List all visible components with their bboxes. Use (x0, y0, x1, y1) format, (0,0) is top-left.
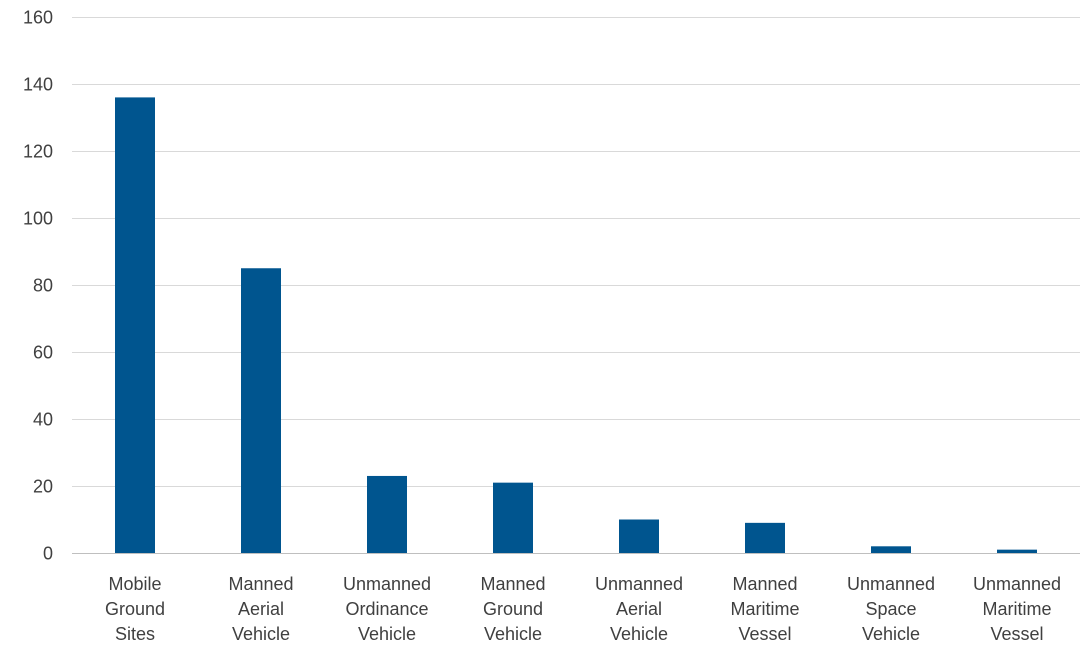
y-tick-label: 160 (23, 8, 53, 28)
x-tick-label: Mobile Ground Sites (105, 574, 165, 644)
bar (493, 482, 533, 553)
bar (871, 546, 911, 553)
x-tick-label: Manned Ground Vehicle (480, 574, 545, 644)
y-tick-label: 60 (33, 343, 53, 363)
bar (745, 522, 785, 553)
y-tick-label: 40 (33, 410, 53, 430)
bar (115, 97, 155, 554)
x-tick-label: Manned Maritime Vessel (730, 574, 799, 644)
y-tick-label: 80 (33, 276, 53, 296)
bars (115, 97, 1037, 554)
x-axis-ticks: Mobile Ground Sites Manned Aerial Vehicle Unma… (105, 574, 1061, 644)
bar (997, 549, 1037, 553)
y-tick-label: 140 (23, 75, 53, 95)
x-tick-label: Unmanned Ordinance Vehicle (343, 574, 431, 644)
y-tick-label: 20 (33, 477, 53, 497)
bar (619, 519, 659, 553)
x-tick-label: Unmanned Aerial Vehicle (595, 574, 683, 644)
x-tick-label: Manned Aerial Vehicle (228, 574, 293, 644)
gridlines (72, 17, 1080, 554)
bar (241, 268, 281, 553)
x-tick-label: Unmanned Space Vehicle (847, 574, 935, 644)
y-tick-label: 120 (23, 142, 53, 162)
y-tick-label: 100 (23, 209, 53, 229)
x-tick-label: Unmanned Maritime Vessel (973, 574, 1061, 644)
y-tick-label: 0 (43, 544, 53, 564)
bar (367, 475, 407, 553)
y-axis-ticks: 0 20 40 60 80 100 120 140 160 (23, 8, 53, 564)
